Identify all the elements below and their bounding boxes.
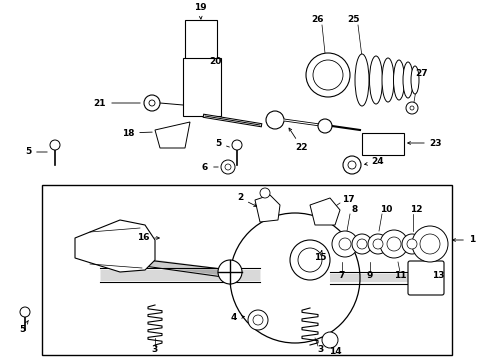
Ellipse shape xyxy=(354,54,368,106)
Circle shape xyxy=(149,100,155,106)
Circle shape xyxy=(342,156,360,174)
Text: 8: 8 xyxy=(351,206,357,215)
Text: 5: 5 xyxy=(19,320,28,334)
Circle shape xyxy=(312,60,342,90)
Text: 27: 27 xyxy=(415,68,427,77)
Text: 19: 19 xyxy=(193,4,206,19)
Circle shape xyxy=(231,140,242,150)
Text: 3: 3 xyxy=(152,346,158,355)
Text: 17: 17 xyxy=(341,195,354,204)
Text: 21: 21 xyxy=(94,99,140,108)
Circle shape xyxy=(50,140,60,150)
Circle shape xyxy=(321,332,337,348)
Polygon shape xyxy=(254,195,280,222)
Circle shape xyxy=(221,160,235,174)
Text: 15: 15 xyxy=(313,251,325,262)
Bar xyxy=(184,20,217,72)
Circle shape xyxy=(260,188,269,198)
Text: 23: 23 xyxy=(407,139,441,148)
Text: 11: 11 xyxy=(393,271,406,280)
Circle shape xyxy=(247,310,267,330)
Text: 5: 5 xyxy=(25,148,47,157)
Polygon shape xyxy=(309,198,339,225)
Circle shape xyxy=(356,239,366,249)
Text: 3: 3 xyxy=(316,346,323,355)
Text: 22: 22 xyxy=(288,128,307,153)
Text: 18: 18 xyxy=(122,129,152,138)
Circle shape xyxy=(405,102,417,114)
Text: 4: 4 xyxy=(230,314,244,323)
Text: 13: 13 xyxy=(431,271,443,280)
Polygon shape xyxy=(75,220,155,272)
Circle shape xyxy=(347,161,355,169)
Ellipse shape xyxy=(369,56,382,104)
Text: 24: 24 xyxy=(364,158,384,166)
Text: 25: 25 xyxy=(347,15,360,24)
Circle shape xyxy=(218,260,242,284)
Circle shape xyxy=(143,95,160,111)
Circle shape xyxy=(409,106,413,110)
Text: 7: 7 xyxy=(338,271,345,280)
Text: 20: 20 xyxy=(208,58,221,67)
Text: 6: 6 xyxy=(202,162,218,171)
Circle shape xyxy=(367,234,387,254)
Text: 12: 12 xyxy=(409,206,421,215)
Text: 14: 14 xyxy=(328,347,341,356)
Text: 9: 9 xyxy=(366,271,372,280)
Circle shape xyxy=(411,226,447,262)
Circle shape xyxy=(289,240,329,280)
Text: 16: 16 xyxy=(137,234,159,243)
Text: 5: 5 xyxy=(214,139,229,148)
Circle shape xyxy=(386,237,400,251)
Text: 10: 10 xyxy=(379,206,391,215)
Polygon shape xyxy=(155,122,190,148)
Text: 2: 2 xyxy=(236,194,256,206)
Circle shape xyxy=(379,230,407,258)
Circle shape xyxy=(406,239,416,249)
Text: 26: 26 xyxy=(311,15,324,24)
Circle shape xyxy=(224,164,230,170)
FancyBboxPatch shape xyxy=(407,261,443,295)
Text: 1: 1 xyxy=(452,235,474,244)
Ellipse shape xyxy=(402,62,412,98)
Circle shape xyxy=(252,315,263,325)
Bar xyxy=(42,185,451,355)
Circle shape xyxy=(265,111,284,129)
Circle shape xyxy=(305,53,349,97)
Bar xyxy=(183,58,221,116)
Circle shape xyxy=(20,307,30,317)
Ellipse shape xyxy=(393,60,404,100)
Bar xyxy=(361,133,403,155)
Circle shape xyxy=(372,239,382,249)
Ellipse shape xyxy=(229,213,359,343)
Ellipse shape xyxy=(381,58,393,102)
Circle shape xyxy=(297,248,321,272)
Circle shape xyxy=(351,234,371,254)
Circle shape xyxy=(331,231,357,257)
Circle shape xyxy=(338,238,350,250)
Ellipse shape xyxy=(410,66,418,94)
Circle shape xyxy=(317,119,331,133)
Circle shape xyxy=(401,234,421,254)
Circle shape xyxy=(419,234,439,254)
